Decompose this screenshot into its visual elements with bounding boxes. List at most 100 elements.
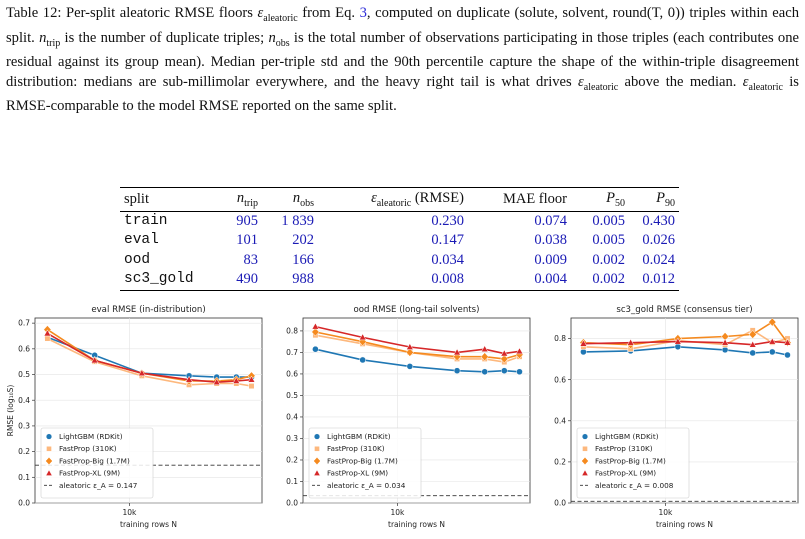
legend-marker xyxy=(45,433,53,440)
data-point xyxy=(453,367,461,374)
y-tick-label: 0.2 xyxy=(18,447,30,456)
data-point xyxy=(406,363,414,370)
y-tick-label: 0.2 xyxy=(554,457,566,466)
data-point xyxy=(769,348,776,356)
legend-label: FastProp (310K) xyxy=(595,444,653,453)
y-tick-label: 0.3 xyxy=(286,434,298,443)
header-n-trip: ntrip xyxy=(236,190,258,209)
legend-marker xyxy=(45,469,53,476)
cell-n-trip: 83 xyxy=(243,251,259,268)
x-axis-label: training rows N xyxy=(120,520,177,529)
data-point xyxy=(748,340,757,348)
data-point xyxy=(626,338,635,346)
y-tick-label: 0.4 xyxy=(554,416,566,425)
data-point xyxy=(311,322,320,330)
cell-p90: 0.026 xyxy=(642,232,675,249)
data-point xyxy=(516,368,523,376)
data-point xyxy=(768,337,777,345)
y-tick-label: 0.1 xyxy=(18,473,30,482)
data-point xyxy=(481,368,488,376)
legend-label: FastProp-Big (1.7M) xyxy=(595,456,666,465)
legend-label: FastProp-Big (1.7M) xyxy=(59,456,130,465)
legend-label: FastProp (310K) xyxy=(327,444,385,453)
data-point xyxy=(674,343,682,351)
x-tick-label: 10k xyxy=(658,508,673,517)
data-point xyxy=(44,335,51,342)
data-point xyxy=(749,349,756,357)
cell-p50: 0.002 xyxy=(592,271,625,288)
x-tick-label: 10k xyxy=(390,508,405,517)
data-point xyxy=(501,367,508,374)
cell-p50: 0.005 xyxy=(592,232,625,249)
aleatoric-rmse-table: split ntrip nobs εaleatoric (RMSE) MAE f… xyxy=(120,187,679,291)
legend-marker xyxy=(313,469,321,476)
legend-baseline-label: aleatoric ε_A = 0.147 xyxy=(59,481,138,490)
legend-baseline-label: aleatoric ε_A = 0.008 xyxy=(595,481,674,490)
y-tick-label: 0.6 xyxy=(554,375,566,384)
legend-label: LightGBM (RDKit) xyxy=(327,432,391,441)
legend-label: LightGBM (RDKit) xyxy=(59,432,123,441)
cell-split: sc3_gold xyxy=(124,271,194,288)
data-point xyxy=(43,329,52,337)
legend-box xyxy=(40,427,154,499)
cell-n-obs: 1 839 xyxy=(281,212,314,229)
header-p90: P90 xyxy=(656,190,675,209)
header-n-obs: nobs xyxy=(292,190,314,209)
caption-label: Table 12: xyxy=(6,5,62,21)
header-p50: P50 xyxy=(606,190,625,209)
x-tick-label: 10k xyxy=(122,508,137,517)
x-axis-label: training rows N xyxy=(388,520,445,529)
y-tick-label: 0.0 xyxy=(554,499,566,508)
cell-eps: 0.008 xyxy=(431,271,464,288)
legend-label: FastProp-Big (1.7M) xyxy=(327,456,398,465)
cell-split: ood xyxy=(124,251,151,268)
chart-sc3-gold-rmse: sc3_gold RMSE (consensus tier) 0.0 0.2 0.4 0… xyxy=(536,300,804,539)
y-tick-label: 0.4 xyxy=(286,413,298,422)
legend-label: FastProp-XL (9M) xyxy=(59,469,120,478)
chart-eval-rmse: eval RMSE (in-distribution) 0.0 0.1 0.2 0.3 0… xyxy=(0,300,268,539)
data-point xyxy=(312,345,319,353)
cell-split: train xyxy=(124,212,168,229)
y-tick-label: 0.2 xyxy=(286,456,298,465)
legend-marker xyxy=(313,433,321,440)
data-point xyxy=(90,356,99,364)
data-point xyxy=(358,333,367,341)
legend-box xyxy=(576,427,690,499)
y-tick-label: 0.5 xyxy=(286,391,298,400)
cell-eps: 0.034 xyxy=(431,251,464,268)
legend-marker xyxy=(581,469,589,476)
data-point xyxy=(721,346,729,354)
table-row: ood 83 166 0.034 0.009 0.002 0.024 xyxy=(120,251,679,271)
cell-p90: 0.012 xyxy=(642,271,675,288)
y-tick-label: 0.3 xyxy=(18,422,30,431)
data-point xyxy=(311,327,320,337)
cell-eps: 0.147 xyxy=(431,232,464,249)
legend-marker xyxy=(313,456,321,466)
table-row: train 905 1 839 0.230 0.074 0.005 0.430 xyxy=(120,211,679,231)
y-tick-label: 0.4 xyxy=(18,396,30,405)
legend-label: FastProp-XL (9M) xyxy=(327,469,388,478)
chart-ood-rmse: ood RMSE (long-tail solvents) 0.0 0.1 0.2 0.… xyxy=(268,300,536,539)
data-point xyxy=(748,330,757,339)
data-point xyxy=(500,349,509,357)
data-point xyxy=(185,375,193,383)
legend-marker xyxy=(45,456,53,466)
cell-p50: 0.002 xyxy=(592,251,625,268)
data-point xyxy=(138,369,146,377)
legend-label: FastProp-XL (9M) xyxy=(595,469,656,478)
data-point xyxy=(359,356,366,364)
data-point xyxy=(248,383,255,390)
data-point xyxy=(480,352,489,362)
data-point xyxy=(405,348,414,357)
legend-label: LightGBM (RDKit) xyxy=(595,432,659,441)
data-point xyxy=(783,338,792,346)
data-point xyxy=(406,343,414,350)
data-point xyxy=(768,317,777,327)
y-tick-label: 0.1 xyxy=(286,477,298,486)
cell-mae: 0.038 xyxy=(534,232,567,249)
cell-eps: 0.230 xyxy=(431,212,464,229)
equation-reference[interactable]: 3 xyxy=(359,5,367,21)
header-eps: εaleatoric (RMSE) xyxy=(371,190,464,209)
y-tick-label: 0.7 xyxy=(18,319,30,328)
data-point xyxy=(579,339,588,347)
